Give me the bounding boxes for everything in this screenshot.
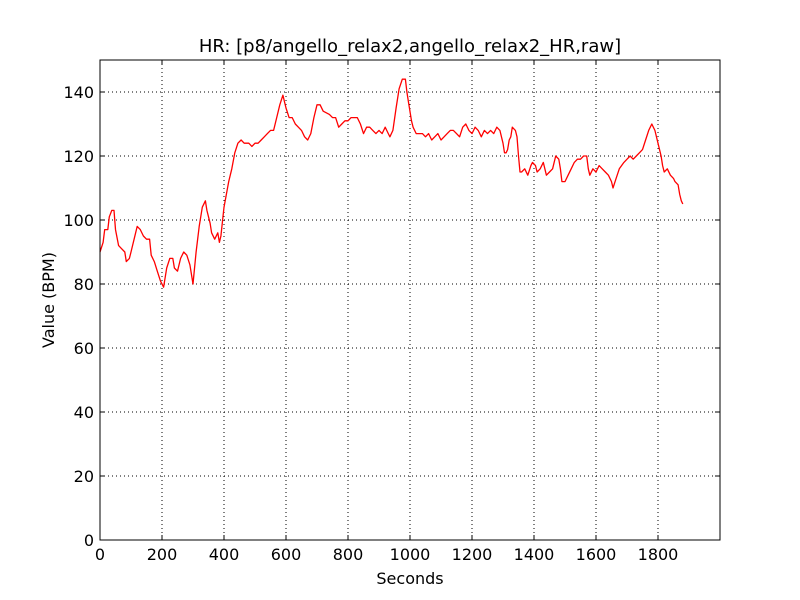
hr-series-line (99, 78, 684, 288)
x-tick-label: 1600 (576, 545, 617, 564)
y-tick-label: 40 (74, 403, 94, 422)
x-axis-label: Seconds (376, 569, 443, 588)
series-layer (99, 78, 684, 288)
y-tick-labels: 0 20 40 60 80 100 120 140 (63, 83, 94, 550)
tick-marks (99, 60, 720, 541)
x-tick-label: 800 (333, 545, 364, 564)
y-tick-label: 80 (74, 275, 94, 294)
x-tick-label: 1200 (452, 545, 493, 564)
y-tick-label: 140 (63, 83, 94, 102)
y-tick-label: 120 (63, 147, 94, 166)
chart-title: HR: [p8/angello_relax2,angello_relax2_HR… (199, 36, 621, 57)
x-tick-labels: 0 200 400 600 800 1000 1200 1400 1600 1800 (95, 545, 678, 564)
x-tick-label: 200 (147, 545, 178, 564)
y-axis-label: Value (BPM) (39, 252, 58, 348)
x-tick-label: 0 (95, 545, 105, 564)
x-tick-label: 1800 (638, 545, 679, 564)
y-tick-label: 20 (74, 467, 94, 486)
gridlines (100, 60, 720, 540)
x-tick-label: 1000 (390, 545, 431, 564)
x-tick-label: 600 (271, 545, 302, 564)
y-tick-label: 100 (63, 211, 94, 230)
y-tick-label: 0 (84, 531, 94, 550)
y-tick-label: 60 (74, 339, 94, 358)
x-tick-label: 1400 (514, 545, 555, 564)
x-tick-label: 400 (209, 545, 240, 564)
